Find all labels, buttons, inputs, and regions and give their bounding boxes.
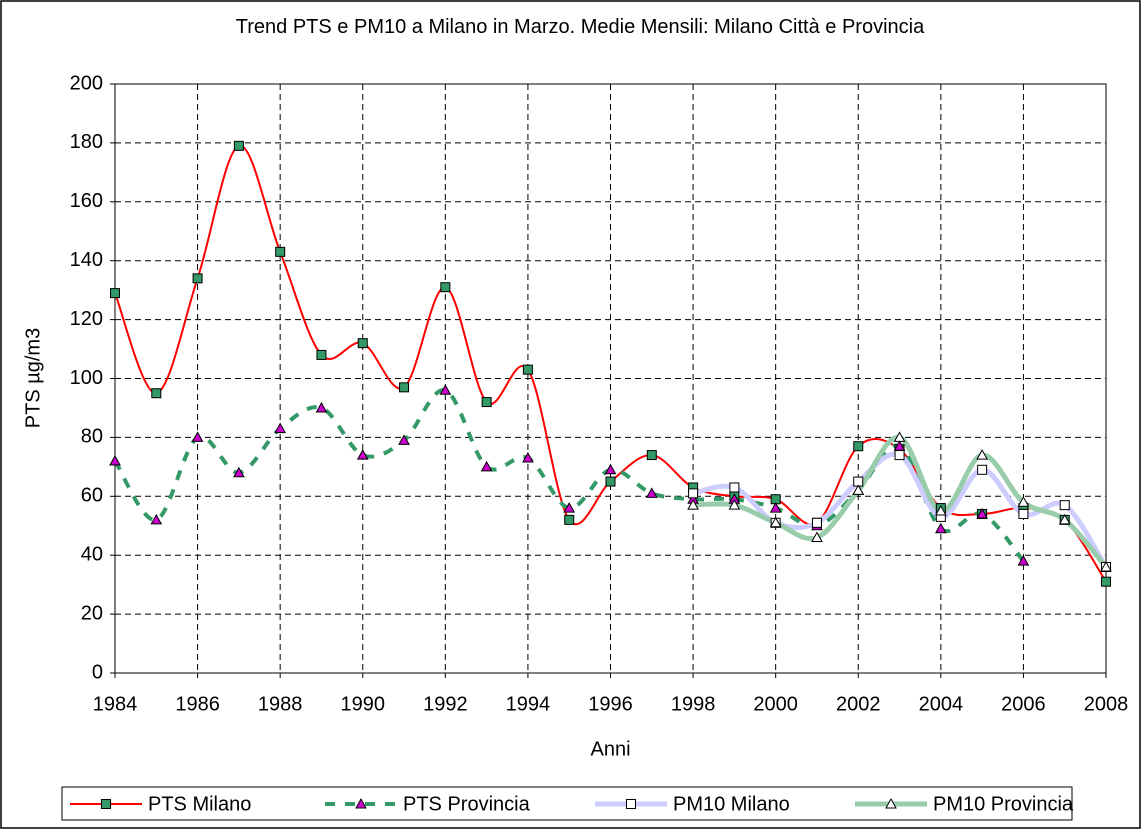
y-tick-label: 20 xyxy=(81,602,103,624)
point xyxy=(646,450,657,461)
x-tick-label: 1988 xyxy=(258,693,303,715)
x-tick-label: 1994 xyxy=(506,693,551,715)
point xyxy=(315,401,328,413)
point xyxy=(977,464,988,475)
y-tick-label: 140 xyxy=(70,249,103,271)
point xyxy=(811,531,823,543)
x-tick-label: 2000 xyxy=(753,693,798,715)
point xyxy=(233,140,244,151)
x-tick-label: 1984 xyxy=(93,693,138,715)
point xyxy=(976,449,988,460)
chart-title: Trend PTS e PM10 a Milano in Marzo. Medi… xyxy=(235,16,925,38)
x-tick-label: 1992 xyxy=(423,693,468,715)
point xyxy=(893,431,906,442)
series-line xyxy=(113,388,1025,563)
point xyxy=(398,434,410,445)
point xyxy=(688,488,699,499)
plot-border xyxy=(114,83,1107,674)
point xyxy=(150,513,163,525)
point xyxy=(1058,513,1071,525)
point xyxy=(811,517,822,528)
point xyxy=(605,476,616,487)
point xyxy=(976,507,988,519)
point xyxy=(563,502,576,513)
point xyxy=(275,246,286,257)
point xyxy=(109,454,121,466)
point xyxy=(1017,555,1030,566)
point xyxy=(356,449,369,460)
point xyxy=(355,797,367,809)
point xyxy=(233,466,245,478)
x-tick-label: 2004 xyxy=(919,693,964,715)
x-tick-label: 1990 xyxy=(341,693,386,715)
point xyxy=(604,463,617,475)
x-tick-label: 1998 xyxy=(671,693,716,715)
point xyxy=(480,460,493,472)
y-tick-label: 100 xyxy=(70,367,103,389)
y-axis-label: PTS µg/m3 xyxy=(22,328,44,428)
point xyxy=(934,522,947,534)
point xyxy=(728,499,741,510)
point xyxy=(522,451,534,463)
y-tick-label: 80 xyxy=(81,426,103,448)
point xyxy=(729,482,740,493)
legend-label: PTS Milano xyxy=(148,793,251,815)
point xyxy=(316,349,327,360)
point xyxy=(274,422,287,434)
point xyxy=(934,504,947,516)
point xyxy=(626,799,636,809)
x-tick-label: 1996 xyxy=(588,693,633,715)
point xyxy=(769,516,782,528)
point xyxy=(564,514,575,525)
legend-label: PTS Provincia xyxy=(403,793,531,815)
point xyxy=(645,487,658,498)
y-tick-label: 160 xyxy=(70,190,103,212)
point xyxy=(894,450,905,461)
point xyxy=(1101,576,1111,587)
point xyxy=(853,441,864,452)
point xyxy=(522,364,533,375)
x-tick-label: 1986 xyxy=(175,693,220,715)
point xyxy=(1059,500,1070,511)
point xyxy=(1100,560,1112,572)
y-tick-label: 0 xyxy=(92,661,103,683)
point xyxy=(852,484,865,495)
y-tick-label: 180 xyxy=(70,131,103,153)
point xyxy=(885,797,897,809)
point xyxy=(1017,496,1030,507)
point xyxy=(769,502,782,513)
y-tick-label: 60 xyxy=(81,485,103,507)
legend-label: PM10 Milano xyxy=(673,793,790,815)
point xyxy=(439,384,452,395)
x-tick-label: 2006 xyxy=(1001,693,1046,715)
point xyxy=(687,499,699,510)
legend-label: PM10 Provincia xyxy=(933,793,1074,815)
point xyxy=(481,397,492,408)
point xyxy=(192,273,203,284)
point xyxy=(110,288,120,299)
x-tick-label: 2002 xyxy=(836,693,881,715)
y-tick-label: 200 xyxy=(70,72,103,94)
x-tick-label: 2008 xyxy=(1084,693,1129,715)
y-tick-label: 120 xyxy=(70,308,103,330)
point xyxy=(101,799,111,809)
point xyxy=(357,338,368,349)
point xyxy=(440,282,451,293)
point xyxy=(399,382,410,393)
y-tick-label: 40 xyxy=(81,543,103,565)
point xyxy=(151,388,162,399)
series-line xyxy=(114,144,1107,583)
x-axis-label: Anni xyxy=(590,738,630,760)
point xyxy=(191,431,204,442)
point xyxy=(1018,508,1029,519)
